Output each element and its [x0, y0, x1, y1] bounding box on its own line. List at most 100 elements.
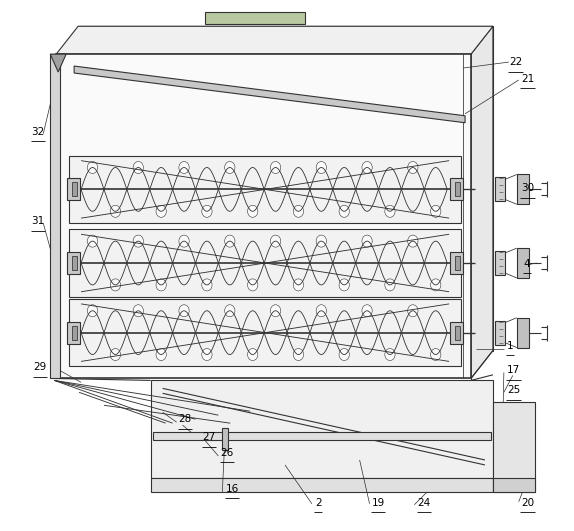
Text: 22: 22: [509, 57, 522, 67]
Ellipse shape: [133, 305, 144, 317]
Text: 2: 2: [315, 498, 321, 508]
Bar: [153, 432, 491, 440]
Text: 19: 19: [371, 498, 385, 508]
Ellipse shape: [179, 235, 189, 247]
Ellipse shape: [316, 161, 327, 174]
Text: 28: 28: [179, 414, 192, 424]
Bar: [222, 428, 228, 450]
Bar: [450, 322, 463, 344]
Text: 1: 1: [507, 340, 514, 350]
Text: 17: 17: [507, 365, 520, 375]
Text: 31: 31: [32, 216, 45, 226]
Ellipse shape: [110, 205, 121, 217]
Bar: [69, 156, 461, 223]
Polygon shape: [74, 66, 465, 123]
Ellipse shape: [87, 235, 98, 247]
Ellipse shape: [339, 348, 350, 361]
Ellipse shape: [339, 205, 350, 217]
Bar: [450, 178, 463, 200]
Bar: [56, 54, 471, 379]
Ellipse shape: [385, 348, 395, 361]
Ellipse shape: [408, 305, 418, 317]
Ellipse shape: [202, 279, 212, 291]
Bar: [151, 380, 493, 478]
Ellipse shape: [362, 235, 372, 247]
Polygon shape: [51, 54, 66, 72]
Ellipse shape: [202, 205, 212, 217]
Bar: [517, 248, 529, 278]
Bar: [67, 178, 80, 200]
Text: 32: 32: [32, 127, 45, 136]
Ellipse shape: [247, 279, 258, 291]
Ellipse shape: [430, 205, 441, 217]
Text: 20: 20: [521, 498, 534, 508]
Bar: [67, 322, 80, 344]
Bar: [69, 299, 461, 366]
Bar: [517, 175, 529, 204]
Ellipse shape: [293, 279, 304, 291]
Ellipse shape: [270, 235, 281, 247]
Ellipse shape: [385, 205, 395, 217]
Ellipse shape: [156, 279, 166, 291]
Ellipse shape: [224, 161, 235, 174]
Bar: [495, 251, 505, 275]
Ellipse shape: [408, 161, 418, 174]
Bar: [455, 183, 460, 196]
Ellipse shape: [430, 348, 441, 361]
Ellipse shape: [87, 305, 98, 317]
Text: 24: 24: [417, 498, 430, 508]
Ellipse shape: [202, 348, 212, 361]
Ellipse shape: [293, 205, 304, 217]
Ellipse shape: [293, 348, 304, 361]
Ellipse shape: [156, 348, 166, 361]
Ellipse shape: [110, 279, 121, 291]
Ellipse shape: [247, 205, 258, 217]
Ellipse shape: [385, 279, 395, 291]
Bar: [69, 229, 461, 297]
Ellipse shape: [133, 161, 144, 174]
Bar: [455, 256, 460, 270]
Polygon shape: [78, 26, 493, 350]
Bar: [493, 402, 535, 492]
Text: 4: 4: [523, 259, 530, 269]
Bar: [67, 252, 80, 274]
Polygon shape: [471, 26, 493, 379]
Ellipse shape: [430, 279, 441, 291]
Text: 29: 29: [33, 363, 46, 372]
Ellipse shape: [316, 305, 327, 317]
Bar: [495, 177, 505, 201]
Text: 26: 26: [220, 448, 234, 458]
Ellipse shape: [156, 205, 166, 217]
Text: 25: 25: [507, 386, 520, 395]
Ellipse shape: [179, 161, 189, 174]
Polygon shape: [56, 26, 493, 54]
Text: 27: 27: [203, 432, 216, 442]
Bar: [450, 252, 463, 274]
Bar: [517, 318, 529, 348]
Ellipse shape: [224, 305, 235, 317]
Ellipse shape: [339, 279, 350, 291]
Bar: [205, 12, 305, 24]
Ellipse shape: [362, 305, 372, 317]
Ellipse shape: [110, 348, 121, 361]
Bar: [51, 54, 60, 379]
Ellipse shape: [87, 161, 98, 174]
Text: 30: 30: [521, 183, 534, 193]
Ellipse shape: [408, 235, 418, 247]
Ellipse shape: [362, 161, 372, 174]
Ellipse shape: [270, 305, 281, 317]
Bar: [455, 326, 460, 340]
Bar: [493, 478, 535, 492]
Text: 16: 16: [226, 484, 239, 494]
Bar: [151, 478, 493, 492]
Text: 21: 21: [521, 74, 534, 84]
Ellipse shape: [247, 348, 258, 361]
Bar: [72, 183, 77, 196]
Ellipse shape: [270, 161, 281, 174]
Ellipse shape: [133, 235, 144, 247]
Bar: [495, 321, 505, 345]
Ellipse shape: [224, 235, 235, 247]
Bar: [72, 256, 77, 270]
Ellipse shape: [316, 235, 327, 247]
Ellipse shape: [179, 305, 189, 317]
